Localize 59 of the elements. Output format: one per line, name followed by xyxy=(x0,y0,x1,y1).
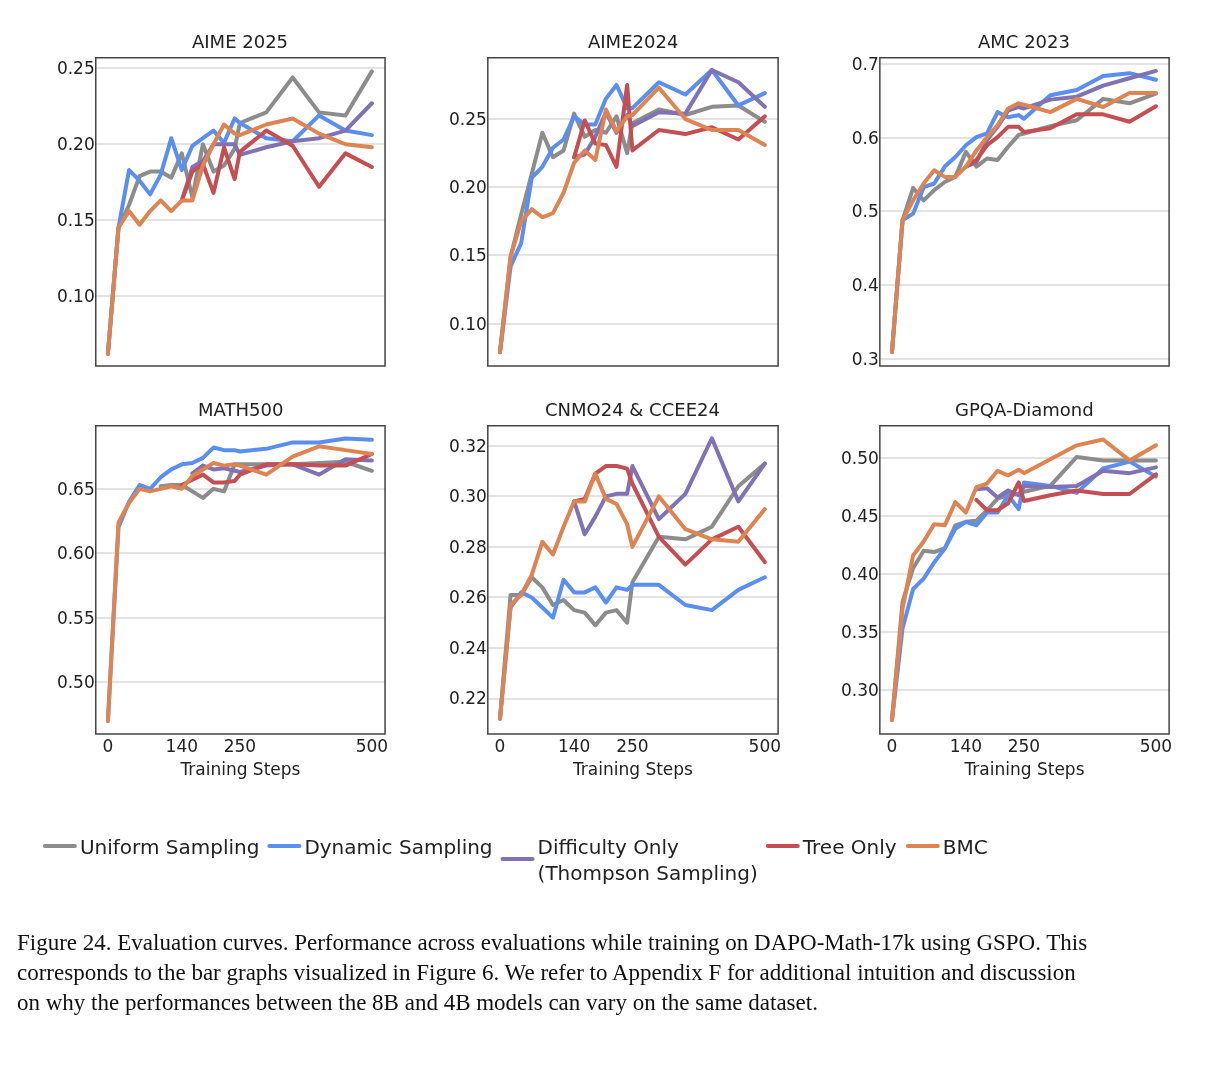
y-tick-label: 0.35 xyxy=(840,621,879,642)
x-tick-label: 0 xyxy=(494,735,506,756)
x-tick-label: 500 xyxy=(1139,735,1173,756)
x-tick-label: 140 xyxy=(557,735,591,756)
chart-title: AIME 2025 xyxy=(192,31,289,52)
y-tick-label: 0.28 xyxy=(448,536,487,557)
y-tick-label: 0.50 xyxy=(840,448,879,469)
y-tick-label: 0.6 xyxy=(851,127,879,148)
chart-title: CNMO24 & CCEE24 xyxy=(545,399,720,420)
y-tick-label: 0.40 xyxy=(840,563,879,584)
y-tick-label: 0.15 xyxy=(448,245,487,266)
chart-title: AIME2024 xyxy=(588,31,679,52)
x-axis-title: Training Steps xyxy=(179,759,301,780)
x-tick-label: 250 xyxy=(223,735,257,756)
x-tick-label: 500 xyxy=(748,735,782,756)
y-tick-label: 0.26 xyxy=(448,587,487,608)
y-tick-label: 0.65 xyxy=(56,478,95,499)
line-series xyxy=(974,465,1158,500)
x-tick-label: 250 xyxy=(1007,735,1041,756)
x-tick-label: 0 xyxy=(886,735,898,756)
line-series xyxy=(572,82,767,169)
legend-label: Tree Only xyxy=(801,834,897,859)
chart-title: MATH500 xyxy=(198,399,284,420)
x-tick-label: 0 xyxy=(102,735,114,756)
line-series xyxy=(974,472,1158,513)
y-tick-label: 0.3 xyxy=(851,348,879,369)
y-tick-label: 0.25 xyxy=(56,58,95,79)
legend-label: Uniform Sampling xyxy=(79,834,260,859)
y-tick-label: 0.55 xyxy=(56,607,95,628)
y-tick-label: 0.45 xyxy=(840,505,879,526)
y-tick-label: 0.24 xyxy=(448,637,487,658)
y-tick-label: 0.32 xyxy=(448,435,487,456)
y-tick-label: 0.50 xyxy=(56,672,95,693)
y-tick-label: 0.60 xyxy=(56,543,95,564)
y-tick-label: 0.4 xyxy=(851,274,879,295)
y-tick-label: 0.22 xyxy=(448,688,487,709)
y-tick-label: 0.20 xyxy=(56,134,95,155)
x-tick-label: 140 xyxy=(949,735,983,756)
chart-title: GPQA-Diamond xyxy=(955,399,1094,420)
legend-label: BMC xyxy=(942,834,988,859)
y-tick-label: 0.5 xyxy=(851,201,879,222)
y-tick-label: 0.30 xyxy=(840,679,879,700)
x-tick-label: 500 xyxy=(355,735,389,756)
y-tick-label: 0.30 xyxy=(448,486,487,507)
y-tick-label: 0.7 xyxy=(851,54,879,75)
y-tick-label: 0.25 xyxy=(448,109,487,130)
x-axis-title: Training Steps xyxy=(571,759,694,780)
y-tick-label: 0.20 xyxy=(448,177,487,198)
y-tick-label: 0.15 xyxy=(56,210,95,231)
line-series xyxy=(572,436,767,537)
x-tick-label: 250 xyxy=(616,735,649,756)
y-tick-label: 0.10 xyxy=(448,313,487,334)
chart-title: AMC 2023 xyxy=(978,31,1070,52)
x-tick-label: 140 xyxy=(165,735,199,756)
legend-label: Difficulty Only (Thompson Sampling) xyxy=(537,834,758,885)
caption: Figure 24. Evaluation curves. Performance across evaluations while training on DAPO-Math-17k using GSPO. This corresponds to the bar graphs visualized in Figure 6. We refer to Appendix F for additional intuition and discussion on why the performances between the 8B and 4B models can vary on the same dataset. xyxy=(17,930,1088,1015)
y-tick-label: 0.10 xyxy=(56,286,95,307)
legend-label: Dynamic Sampling xyxy=(304,834,493,859)
x-axis-title: Training Steps xyxy=(963,759,1085,780)
